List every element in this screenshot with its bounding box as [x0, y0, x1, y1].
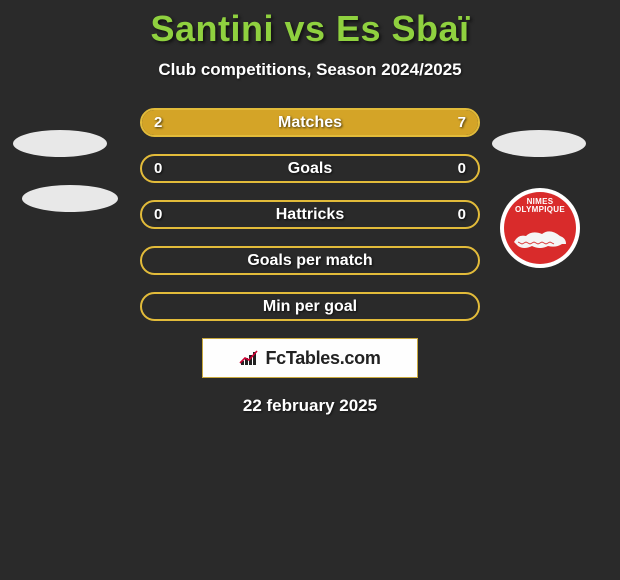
bar-fill-right — [217, 110, 478, 135]
stat-bar: 2 7 Matches — [140, 108, 480, 137]
stats-container: NIMES OLYMPIQUE 2 7 Matches 0 0 Goals 0 0 Hattri… — [0, 108, 620, 321]
stat-row: Min per goal — [0, 292, 620, 321]
stat-bar: 0 0 Hattricks — [140, 200, 480, 229]
footer-brand-text: FcTables.com — [265, 348, 380, 369]
footer-date: 22 february 2025 — [0, 396, 620, 416]
stat-bar: Min per goal — [140, 292, 480, 321]
player-left-ellipse-2 — [22, 185, 118, 212]
player-left-ellipse-1 — [13, 130, 107, 157]
crocodile-icon — [512, 224, 568, 254]
stat-row: 0 0 Goals — [0, 154, 620, 183]
stat-value-right: 0 — [458, 206, 466, 223]
page-title: Santini vs Es Sbaï — [0, 0, 620, 50]
stat-bar: Goals per match — [140, 246, 480, 275]
stat-label: Goals — [288, 160, 332, 178]
stat-value-right: 0 — [458, 160, 466, 177]
stat-value-left: 0 — [154, 160, 162, 177]
stat-label: Goals per match — [247, 252, 372, 270]
bar-chart-icon — [239, 349, 261, 367]
stat-value-left: 0 — [154, 206, 162, 223]
footer-brand-card[interactable]: FcTables.com — [202, 338, 418, 378]
player-right-ellipse-1 — [492, 130, 586, 157]
stat-value-right: 7 — [458, 114, 466, 131]
stat-value-left: 2 — [154, 114, 162, 131]
club-badge-line2: OLYMPIQUE — [515, 206, 565, 214]
stat-bar: 0 0 Goals — [140, 154, 480, 183]
subtitle: Club competitions, Season 2024/2025 — [0, 60, 620, 80]
stat-label: Matches — [278, 114, 342, 132]
stat-label: Min per goal — [263, 298, 357, 316]
club-badge: NIMES OLYMPIQUE — [500, 188, 580, 268]
stat-label: Hattricks — [276, 206, 344, 224]
club-badge-inner: NIMES OLYMPIQUE — [504, 192, 576, 264]
